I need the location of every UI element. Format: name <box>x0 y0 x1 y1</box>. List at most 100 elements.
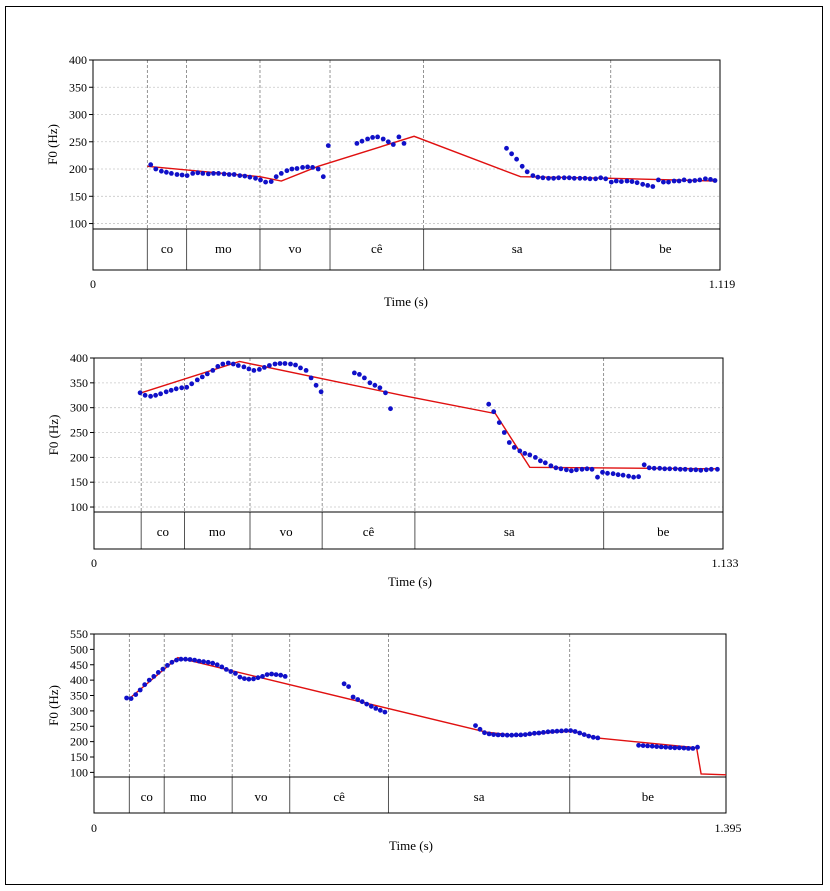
f0-point <box>687 178 693 184</box>
f0-point <box>551 175 556 181</box>
f0-point <box>278 171 284 176</box>
f0-point <box>206 171 211 177</box>
syllable-tier <box>92 228 721 271</box>
f0-point <box>540 175 546 181</box>
f0-point <box>382 709 388 715</box>
f0-point <box>636 742 641 748</box>
f0-point <box>624 178 630 184</box>
syllable-label: be <box>642 789 655 804</box>
f0-point <box>179 172 185 178</box>
f0-point <box>310 165 315 170</box>
f0-point <box>308 375 314 381</box>
f0-point <box>661 179 666 185</box>
f0-point <box>574 467 579 473</box>
f0-point <box>545 729 551 735</box>
f0-point <box>272 361 278 367</box>
f0-point <box>522 451 528 456</box>
f0-point <box>216 171 221 176</box>
f0-point <box>554 728 560 734</box>
f0-point <box>174 172 180 177</box>
x-tick-label: 0 <box>90 277 96 291</box>
f0-point <box>158 391 164 397</box>
f0-point <box>584 466 590 472</box>
f0-point <box>605 470 610 476</box>
f0-point <box>169 171 174 176</box>
f0-point <box>703 467 709 473</box>
f0-point <box>500 732 505 738</box>
x-tick-label: 0 <box>91 821 97 835</box>
y-tick-label: 150 <box>70 475 88 489</box>
f0-point <box>524 169 530 175</box>
f0-point <box>506 440 512 445</box>
f0-point <box>282 674 288 679</box>
f0-point <box>613 178 619 184</box>
f0-point <box>667 466 673 472</box>
f0-point <box>581 732 587 737</box>
f0-point <box>268 179 274 185</box>
f0-point <box>603 176 609 182</box>
f0-point <box>278 672 284 678</box>
f0-point <box>148 393 154 399</box>
f0-point <box>676 745 682 751</box>
syllable-label: be <box>657 524 670 539</box>
y-tick-label: 100 <box>70 500 88 514</box>
f0-point <box>251 676 256 682</box>
f0-point <box>142 682 148 688</box>
f0-point <box>372 382 378 388</box>
f0-point <box>228 669 234 674</box>
f0-point <box>189 381 195 387</box>
syllable-label: co <box>161 241 173 256</box>
f0-point <box>251 368 257 373</box>
f0-point <box>561 175 567 181</box>
syllable-label: sa <box>504 524 515 539</box>
f0-point <box>641 462 647 468</box>
f0-point <box>491 409 497 415</box>
f0-point <box>277 361 283 366</box>
syllable-label: vo <box>288 241 301 256</box>
f0-point <box>137 687 143 693</box>
f0-point <box>221 171 227 177</box>
f0-point <box>666 179 671 185</box>
f0-point <box>282 361 288 366</box>
f0-point <box>155 670 161 675</box>
f0-point <box>649 743 655 749</box>
f0-point <box>564 467 569 473</box>
y-tick-label: 550 <box>70 627 88 641</box>
f0-point <box>501 430 507 435</box>
f0-point <box>137 390 143 396</box>
f0-point <box>359 699 365 705</box>
plot-area <box>92 59 721 230</box>
f0-point <box>163 389 169 395</box>
f0-point <box>636 474 641 480</box>
f0-point <box>559 728 564 734</box>
f0-point <box>237 674 243 680</box>
f0-point <box>267 363 272 368</box>
f0-point <box>233 671 238 676</box>
f0-point <box>519 163 525 169</box>
f0-point <box>677 466 683 472</box>
y-tick-label: 400 <box>69 53 87 67</box>
f0-point <box>651 465 657 471</box>
f0-point <box>477 726 483 732</box>
f0-point <box>558 466 564 472</box>
f0-point <box>178 656 184 662</box>
f0-point <box>148 162 154 168</box>
f0-point <box>629 179 635 185</box>
f0-point <box>676 178 682 184</box>
f0-point <box>590 734 596 740</box>
x-tick-label: 1.119 <box>709 277 736 291</box>
f0-point <box>654 744 660 749</box>
f0-point <box>223 667 229 672</box>
x-axis-label: Time (s) <box>389 838 433 853</box>
f0-point <box>184 384 190 390</box>
f0-point <box>553 465 559 471</box>
f0-point <box>542 460 548 466</box>
f0-point <box>200 171 206 176</box>
f0-point <box>367 380 373 386</box>
f0-point <box>645 183 651 188</box>
f0-point <box>264 672 270 677</box>
f0-point <box>514 156 519 162</box>
f0-point <box>375 134 380 140</box>
f0-point <box>527 731 533 737</box>
